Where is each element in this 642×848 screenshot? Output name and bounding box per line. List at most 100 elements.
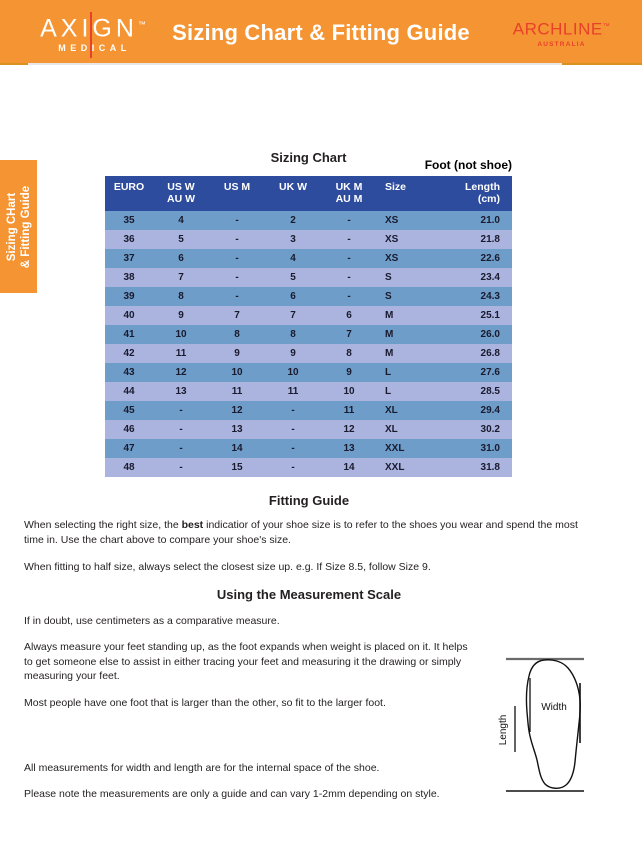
cell-size: L — [377, 363, 439, 382]
cell-size: M — [377, 325, 439, 344]
column-header-usw: US W AU W — [153, 176, 209, 211]
cell-euro: 46 — [105, 420, 153, 439]
cell-size: S — [377, 268, 439, 287]
column-header-ukw-main: UK W — [279, 181, 307, 193]
column-header-usm: US M — [209, 176, 265, 211]
cell-length: 27.6 — [439, 363, 512, 382]
diagram-length-label: Length — [498, 715, 509, 746]
cell-euro: 47 — [105, 439, 153, 458]
cell-length: 31.0 — [439, 439, 512, 458]
cell-size: L — [377, 382, 439, 401]
cell-usw: - — [153, 401, 209, 420]
cell-euro: 39 — [105, 287, 153, 306]
cell-usw: - — [153, 439, 209, 458]
table-row: 46-13-12 XL 30.2 — [105, 420, 512, 439]
fitting-guide-heading: Fitting Guide — [268, 493, 350, 508]
archline-trademark-icon: ™ — [602, 23, 611, 30]
table-row: 41 10 8 8 7 M 26.0 — [105, 325, 512, 344]
archline-australia-logo: ARCHLINE™ AUSTRALIA — [509, 18, 614, 48]
column-header-size: Size — [377, 176, 439, 211]
cell-ukw: 3 — [265, 230, 321, 249]
cell-usw: 4 — [153, 211, 209, 230]
cell-usw: 13 — [153, 382, 209, 401]
table-header-row: EURO US W AU W US M UK W UK M AU M Size … — [105, 176, 512, 211]
cell-ukm: 10 — [321, 382, 377, 401]
table-row: 35 4-2- XS 21.0 — [105, 211, 512, 230]
cell-size: XL — [377, 401, 439, 420]
archline-logo-subtext: AUSTRALIA — [537, 40, 586, 48]
column-header-ukm: UK M AU M — [321, 176, 377, 211]
cell-usw: 9 — [153, 306, 209, 325]
column-header-length: Length (cm) — [439, 176, 512, 211]
column-header-length-main: Length — [465, 181, 500, 193]
cell-usw: 11 — [153, 344, 209, 363]
side-tab-label: Sizing CHart & Fitting Guide — [5, 160, 33, 293]
fitting-guide-p1-emphasis: best — [181, 519, 204, 531]
cell-usm: 14 — [209, 439, 265, 458]
cell-ukw: 4 — [265, 249, 321, 268]
table-row: 45-12-11 XL 29.4 — [105, 401, 512, 420]
axign-logo-wordmark: AXIGN™ — [28, 12, 158, 41]
cell-ukm: - — [321, 230, 377, 249]
cell-ukm: 13 — [321, 439, 377, 458]
column-header-usw-sub: AU W — [167, 193, 195, 205]
cell-size: M — [377, 344, 439, 363]
cell-length: 23.4 — [439, 268, 512, 287]
archline-logo-word-text: ARCHLINE — [512, 19, 603, 39]
cell-ukm: 9 — [321, 363, 377, 382]
fitting-guide-paragraph-2: When fitting to half size, always select… — [24, 561, 431, 573]
cell-usw: 7 — [153, 268, 209, 287]
column-header-ukm-main: UK M — [335, 181, 363, 193]
cell-ukm: 8 — [321, 344, 377, 363]
page-title: Sizing Chart & Fitting Guide — [172, 20, 470, 45]
side-tab-sizing-chart: Sizing CHart & Fitting Guide — [0, 160, 37, 293]
cell-ukw: - — [265, 420, 321, 439]
cell-usm: 12 — [209, 401, 265, 420]
measurement-paragraph-3: Most people have one foot that is larger… — [24, 697, 386, 709]
archline-logo-wordmark: ARCHLINE™ — [513, 18, 610, 39]
cell-ukw: 11 — [265, 382, 321, 401]
cell-ukm: 14 — [321, 458, 377, 477]
cell-usw: 10 — [153, 325, 209, 344]
cell-ukw: - — [265, 401, 321, 420]
axign-logo-subtext: MEDICAL — [58, 43, 131, 54]
cell-euro: 44 — [105, 382, 153, 401]
axign-logo-redbar — [90, 12, 92, 58]
cell-usw: 8 — [153, 287, 209, 306]
cell-usm: 7 — [209, 306, 265, 325]
axign-logo-word-text: AXIGN — [40, 14, 138, 43]
cell-length: 21.0 — [439, 211, 512, 230]
cell-size: M — [377, 306, 439, 325]
cell-usm: 15 — [209, 458, 265, 477]
cell-length: 26.8 — [439, 344, 512, 363]
cell-length: 29.4 — [439, 401, 512, 420]
cell-usw: 6 — [153, 249, 209, 268]
table-row: 37 6-4- XS 22.6 — [105, 249, 512, 268]
sizing-chart-body: 35 4-2- XS 21.0 36 5-3- XS 21.8 37 6-4- XS 22.6 38 7-… — [105, 211, 512, 477]
cell-length: 25.1 — [439, 306, 512, 325]
foot-measurement-diagram: Width Length — [492, 648, 632, 803]
measurement-paragraph-4: All measurements for width and length ar… — [24, 762, 380, 774]
fitting-guide-p1-pre: When selecting the right size, the — [24, 519, 182, 531]
column-header-euro-main: EURO — [113, 181, 145, 193]
cell-usw: - — [153, 458, 209, 477]
cell-euro: 45 — [105, 401, 153, 420]
cell-ukw: 7 — [265, 306, 321, 325]
cell-ukw: - — [265, 458, 321, 477]
cell-ukm: - — [321, 268, 377, 287]
cell-ukm: - — [321, 287, 377, 306]
table-row: 47-14-13 XXL 31.0 — [105, 439, 512, 458]
cell-size: XXL — [377, 458, 439, 477]
footprint-icon: Width Length — [498, 657, 584, 792]
table-row: 38 7-5- S 23.4 — [105, 268, 512, 287]
cell-usm: 9 — [209, 344, 265, 363]
table-row: 36 5-3- XS 21.8 — [105, 230, 512, 249]
cell-ukw: 9 — [265, 344, 321, 363]
cell-usm: - — [209, 211, 265, 230]
diagram-width-label: Width — [541, 702, 567, 713]
cell-usm: - — [209, 268, 265, 287]
cell-length: 30.2 — [439, 420, 512, 439]
axign-medical-logo: AXIGN™ MEDICAL — [28, 12, 158, 58]
header-divider-right — [562, 63, 642, 65]
measurement-paragraph-2: Always measure your feet standing up, as… — [24, 641, 468, 682]
